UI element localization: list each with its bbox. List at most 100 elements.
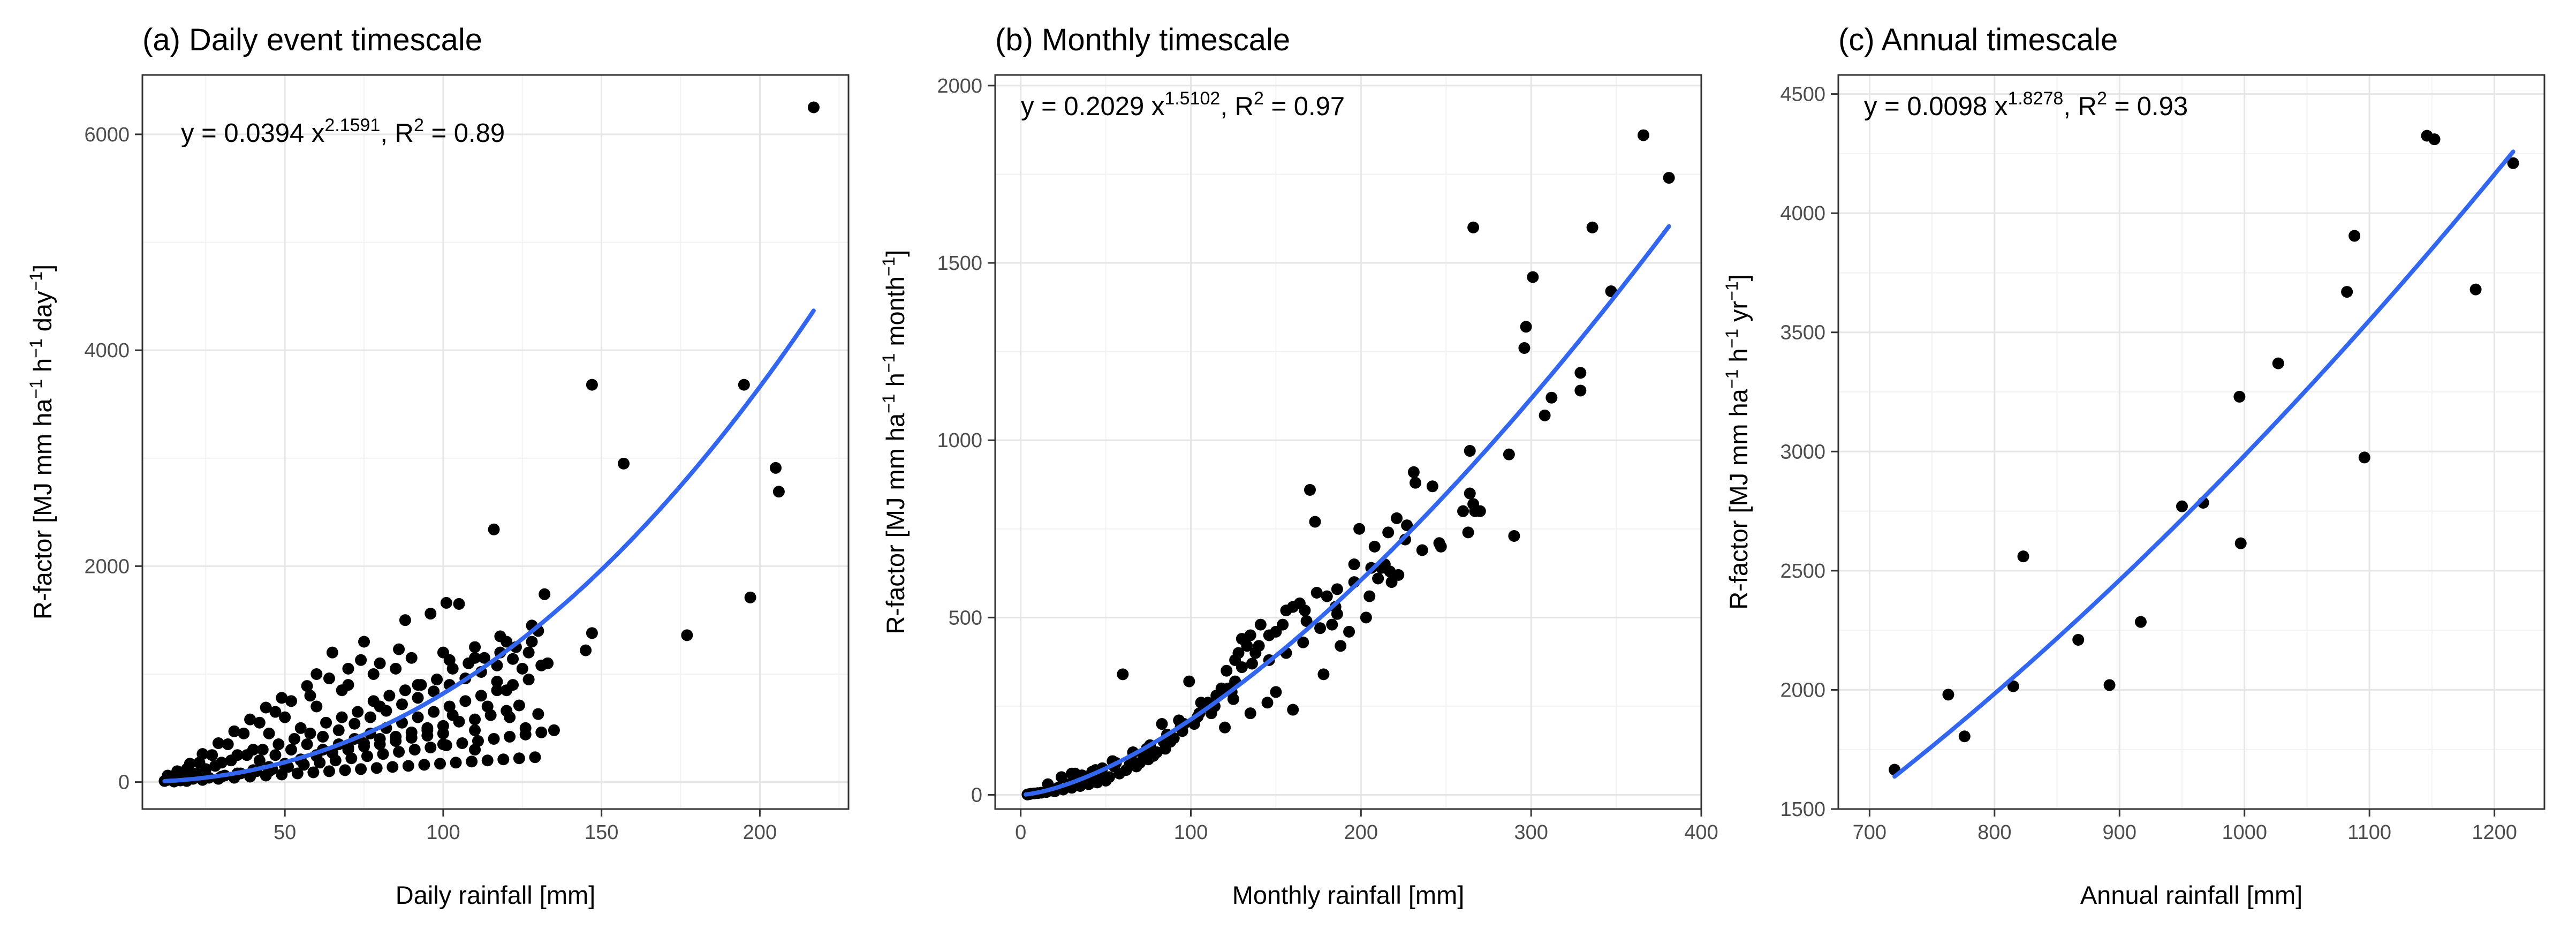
data-point: [1314, 622, 1327, 634]
data-point: [1407, 466, 1420, 478]
data-point: [1416, 544, 1428, 556]
data-point: [532, 708, 544, 720]
data-point: [1426, 480, 1438, 493]
data-point: [355, 763, 367, 775]
x-tick-label: 100: [1174, 821, 1208, 844]
y-tick-label: 4500: [1780, 84, 1825, 106]
data-point: [364, 711, 376, 723]
data-point: [314, 757, 326, 769]
data-point: [1503, 448, 1515, 460]
data-point: [348, 717, 361, 730]
data-point: [367, 695, 380, 707]
data-point: [456, 737, 468, 750]
data-point: [516, 662, 528, 675]
data-point: [1317, 668, 1330, 681]
data-point: [481, 754, 494, 767]
data-point: [405, 652, 418, 664]
data-point: [580, 644, 592, 656]
data-point: [225, 754, 237, 767]
data-point: [1464, 445, 1476, 457]
chart-title: (c) Annual timescale: [1838, 22, 2118, 57]
data-point: [738, 379, 750, 391]
data-point: [405, 731, 418, 744]
data-point: [2234, 537, 2247, 549]
data-point: [618, 457, 630, 470]
data-point: [1574, 384, 1587, 397]
data-point: [355, 654, 367, 666]
x-tick-label: 0: [1015, 821, 1026, 844]
data-point: [244, 770, 256, 783]
data-point: [228, 725, 240, 737]
data-point: [526, 636, 538, 648]
data-point: [744, 591, 756, 603]
data-point: [1280, 604, 1292, 617]
data-point: [1464, 487, 1476, 500]
data-point: [418, 759, 430, 771]
data-point: [342, 662, 354, 675]
data-point: [336, 711, 348, 723]
data-point: [272, 738, 285, 751]
data-point: [387, 761, 399, 773]
data-point: [1637, 129, 1649, 141]
data-point: [1229, 654, 1241, 666]
data-point: [1586, 221, 1598, 233]
data-point: [1457, 505, 1469, 517]
data-point: [323, 672, 335, 685]
data-point: [1520, 321, 1532, 333]
data-point: [1244, 707, 1256, 720]
data-point: [1368, 540, 1381, 553]
x-tick-label: 50: [274, 821, 296, 844]
data-points: [1889, 130, 2519, 776]
data-point: [307, 766, 320, 779]
data-point: [288, 732, 300, 745]
data-point: [323, 765, 335, 777]
data-point: [522, 674, 535, 686]
data-point: [184, 758, 196, 770]
data-point: [507, 679, 519, 691]
data-point: [2348, 230, 2361, 242]
data-point: [1309, 516, 1321, 528]
data-point: [1574, 367, 1587, 379]
data-point: [285, 744, 297, 756]
data-point: [488, 523, 500, 535]
x-tick-label: 900: [2103, 821, 2136, 844]
data-point: [1353, 523, 1366, 535]
x-tick-label: 200: [743, 821, 777, 844]
data-point: [513, 699, 525, 712]
data-point: [1183, 675, 1195, 687]
data-point: [2007, 680, 2019, 692]
data-point: [469, 724, 481, 736]
data-point: [1467, 221, 1480, 233]
plot-area: [995, 75, 1701, 809]
data-point: [1249, 647, 1262, 659]
data-point: [336, 684, 348, 697]
data-point: [535, 726, 548, 738]
x-axis-label: Daily rainfall [mm]: [396, 881, 595, 909]
data-point: [472, 735, 484, 747]
data-point: [390, 662, 402, 675]
data-point: [298, 759, 310, 771]
data-point: [291, 767, 304, 780]
data-point: [285, 695, 297, 707]
data-point: [301, 680, 313, 692]
data-point: [469, 713, 481, 726]
data-point: [453, 715, 465, 728]
data-point: [374, 738, 386, 751]
data-point: [1331, 608, 1343, 620]
data-point: [345, 752, 358, 765]
data-point: [2507, 157, 2519, 169]
data-point: [1360, 611, 1372, 624]
data-point: [1401, 519, 1413, 532]
data-point: [2358, 451, 2370, 464]
data-point: [2272, 357, 2284, 369]
data-point: [352, 706, 364, 718]
data-point: [501, 636, 513, 648]
y-tick-label: 6000: [84, 124, 130, 146]
data-point: [380, 705, 392, 717]
y-axis-label: R-factor [MJ mm ha−1 h−1 month−1]: [879, 250, 910, 634]
data-point: [1326, 618, 1338, 631]
data-point: [1343, 625, 1355, 638]
data-point: [431, 674, 443, 686]
x-axis-label: Annual rainfall [mm]: [2080, 881, 2302, 909]
